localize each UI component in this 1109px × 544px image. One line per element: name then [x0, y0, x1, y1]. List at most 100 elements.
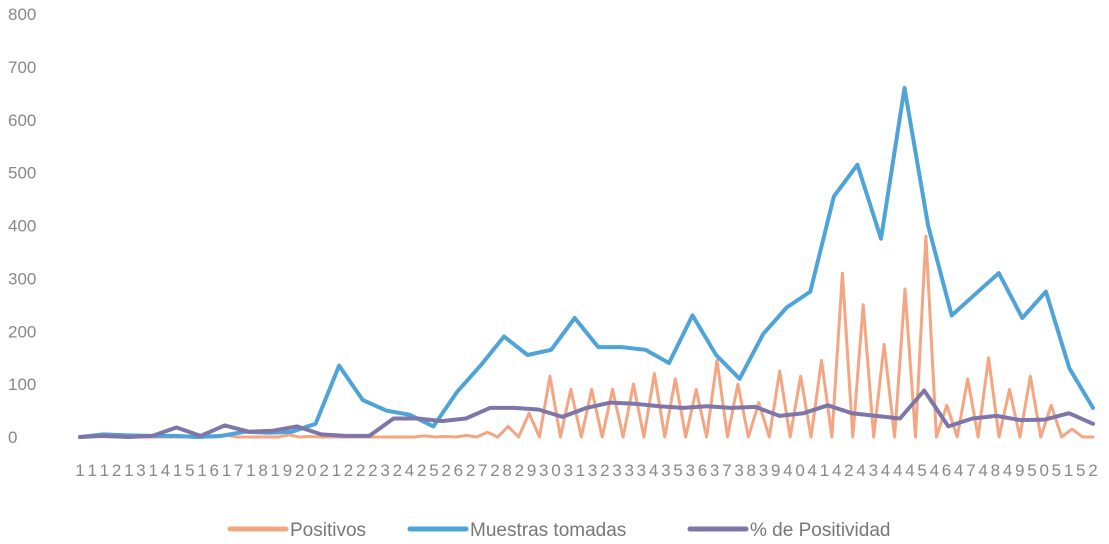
- x-tick-label: 4: [893, 461, 902, 480]
- series-lines: [78, 86, 1095, 439]
- x-tick-label: 1: [75, 461, 84, 480]
- series-line-2: [78, 86, 1095, 439]
- y-tick-label: 800: [8, 5, 36, 24]
- x-tick-label: 4: [808, 461, 817, 480]
- legend: Positivos Muestras tomadas % de Positivida…: [227, 520, 890, 541]
- x-tick-label: 4: [832, 461, 841, 480]
- x-tick-label: 6: [210, 461, 219, 480]
- x-tick-label: 3: [637, 461, 646, 480]
- y-tick-label: 500: [8, 164, 36, 183]
- x-tick-label: 2: [393, 461, 402, 480]
- x-tick-label: 7: [234, 461, 243, 480]
- x-tick-label: 0: [1039, 461, 1048, 480]
- y-tick-label: 600: [8, 111, 36, 130]
- x-tick-label: 3: [661, 461, 670, 480]
- x-tick-label: 6: [942, 461, 951, 480]
- x-tick-label: 2: [344, 461, 353, 480]
- x-tick-label: 1: [148, 461, 157, 480]
- x-tick-label: 2: [515, 461, 524, 480]
- y-tick-label: 100: [8, 375, 36, 394]
- x-tick-label: 1: [246, 461, 255, 480]
- x-tick-label: 5: [1052, 461, 1061, 480]
- x-tick-label: 7: [722, 461, 731, 480]
- x-tick-label: 3: [380, 461, 389, 480]
- x-tick-label: 2: [356, 461, 365, 480]
- y-tick-label: 300: [8, 269, 36, 288]
- series-line-1: [78, 234, 1095, 439]
- x-tick-label: 1: [576, 461, 585, 480]
- x-tick-label: 3: [136, 461, 145, 480]
- x-tick-label: 4: [856, 461, 865, 480]
- x-tick-label: 1: [222, 461, 231, 480]
- x-tick-label: 5: [429, 461, 438, 480]
- x-tick-label: 1: [124, 461, 133, 480]
- x-tick-label: 0: [795, 461, 804, 480]
- x-tick-label: 4: [649, 461, 658, 480]
- x-tick-label: 5: [185, 461, 194, 480]
- y-tick-label: 200: [8, 322, 36, 341]
- x-tick-label: 3: [612, 461, 621, 480]
- x-tick-label: 3: [869, 461, 878, 480]
- y-tick-label: 0: [8, 428, 17, 447]
- x-tick-label: 4: [1003, 461, 1012, 480]
- x-tick-label: 2: [441, 461, 450, 480]
- x-tick-label: 3: [759, 461, 768, 480]
- x-tick-label: 9: [527, 461, 536, 480]
- y-axis-ticks: 0 100 200 300 400 500 600 700 800: [8, 5, 36, 447]
- x-tick-label: 9: [283, 461, 292, 480]
- x-tick-label: 6: [698, 461, 707, 480]
- legend-label: Muestras tomadas: [470, 520, 626, 541]
- x-tick-label: 8: [502, 461, 511, 480]
- x-tick-label: 3: [563, 461, 572, 480]
- x-tick-label: 3: [734, 461, 743, 480]
- x-tick-label: 7: [966, 461, 975, 480]
- x-tick-label: 0: [551, 461, 560, 480]
- x-tick-label: 2: [490, 461, 499, 480]
- x-tick-label: 4: [905, 461, 914, 480]
- x-tick-label: 2: [417, 461, 426, 480]
- x-tick-label: 6: [454, 461, 463, 480]
- x-tick-label: 1: [1064, 461, 1073, 480]
- x-tick-label: 2: [295, 461, 304, 480]
- x-tick-label: 3: [710, 461, 719, 480]
- x-tick-label: 5: [1027, 461, 1036, 480]
- x-tick-label: 4: [783, 461, 792, 480]
- x-tick-label: 1: [332, 461, 341, 480]
- legend-label: % de Positividad: [750, 520, 890, 541]
- x-tick-label: 1: [100, 461, 109, 480]
- x-tick-label: 2: [466, 461, 475, 480]
- y-tick-label: 400: [8, 217, 36, 236]
- x-tick-label: 1: [173, 461, 182, 480]
- legend-label: Positivos: [290, 520, 366, 541]
- x-tick-label: 8: [991, 461, 1000, 480]
- x-tick-label: 0: [307, 461, 316, 480]
- x-tick-label: 4: [978, 461, 987, 480]
- x-tick-label: 1: [820, 461, 829, 480]
- x-tick-label: 2: [1088, 461, 1097, 480]
- x-tick-label: 1: [197, 461, 206, 480]
- series-line-3: [78, 388, 1095, 439]
- x-tick-label: 5: [1076, 461, 1085, 480]
- x-tick-label: 4: [930, 461, 939, 480]
- x-tick-label: 1: [87, 461, 96, 480]
- x-tick-label: 3: [624, 461, 633, 480]
- x-tick-label: 4: [405, 461, 414, 480]
- x-tick-label: 1: [271, 461, 280, 480]
- x-tick-label: 8: [747, 461, 756, 480]
- x-tick-label: 8: [258, 461, 267, 480]
- x-tick-label: 2: [112, 461, 121, 480]
- x-tick-label: 4: [161, 461, 170, 480]
- x-tick-label: 4: [954, 461, 963, 480]
- x-tick-label: 2: [368, 461, 377, 480]
- x-tick-label: 9: [771, 461, 780, 480]
- x-tick-label: 5: [917, 461, 926, 480]
- x-tick-label: 2: [319, 461, 328, 480]
- x-tick-label: 2: [844, 461, 853, 480]
- x-tick-label: 5: [673, 461, 682, 480]
- x-tick-label: 3: [539, 461, 548, 480]
- x-tick-label: 7: [478, 461, 487, 480]
- x-tick-label: 3: [588, 461, 597, 480]
- x-tick-label: 4: [881, 461, 890, 480]
